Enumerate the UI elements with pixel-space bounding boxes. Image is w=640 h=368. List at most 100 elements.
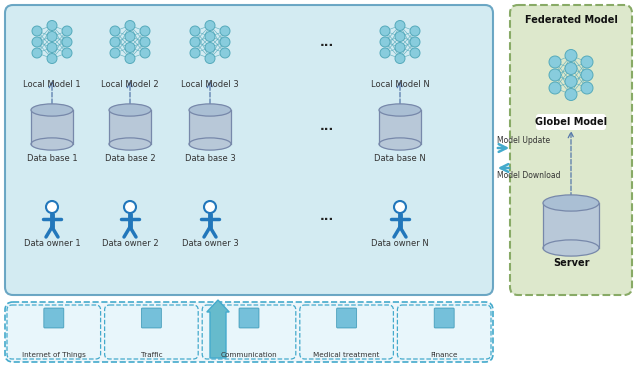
- Circle shape: [205, 21, 215, 31]
- Circle shape: [140, 37, 150, 47]
- Circle shape: [410, 37, 420, 47]
- Text: Traffic: Traffic: [141, 352, 162, 358]
- Text: Model Download: Model Download: [497, 171, 561, 180]
- Ellipse shape: [379, 138, 421, 150]
- Ellipse shape: [543, 240, 599, 256]
- Circle shape: [220, 26, 230, 36]
- Text: Data base N: Data base N: [374, 154, 426, 163]
- FancyBboxPatch shape: [397, 305, 491, 359]
- Polygon shape: [31, 110, 73, 144]
- Circle shape: [565, 63, 577, 74]
- Text: Federated Model: Federated Model: [525, 15, 618, 25]
- Circle shape: [190, 48, 200, 58]
- Text: Globel Model: Globel Model: [535, 117, 607, 127]
- Text: Local Model N: Local Model N: [371, 80, 429, 89]
- Circle shape: [565, 75, 577, 88]
- Circle shape: [32, 37, 42, 47]
- Circle shape: [395, 53, 405, 64]
- FancyBboxPatch shape: [300, 305, 394, 359]
- Text: Finance: Finance: [431, 352, 458, 358]
- Text: ...: ...: [320, 210, 334, 223]
- Circle shape: [220, 48, 230, 58]
- Circle shape: [124, 201, 136, 213]
- FancyBboxPatch shape: [7, 305, 100, 359]
- Circle shape: [125, 42, 135, 53]
- Polygon shape: [109, 110, 151, 144]
- Circle shape: [32, 48, 42, 58]
- Circle shape: [380, 26, 390, 36]
- FancyBboxPatch shape: [104, 305, 198, 359]
- FancyBboxPatch shape: [536, 114, 606, 130]
- Circle shape: [395, 42, 405, 53]
- Circle shape: [549, 69, 561, 81]
- Circle shape: [395, 32, 405, 42]
- Circle shape: [394, 201, 406, 213]
- Polygon shape: [189, 110, 231, 144]
- FancyBboxPatch shape: [239, 308, 259, 328]
- Circle shape: [395, 21, 405, 31]
- Circle shape: [125, 32, 135, 42]
- FancyBboxPatch shape: [141, 308, 161, 328]
- Ellipse shape: [543, 195, 599, 211]
- Polygon shape: [379, 110, 421, 144]
- Text: Data owner 1: Data owner 1: [24, 239, 80, 248]
- Circle shape: [581, 56, 593, 68]
- Circle shape: [410, 26, 420, 36]
- Circle shape: [62, 48, 72, 58]
- Circle shape: [47, 32, 57, 42]
- Text: Data owner 2: Data owner 2: [102, 239, 158, 248]
- Polygon shape: [543, 203, 599, 248]
- Text: Data base 3: Data base 3: [184, 154, 236, 163]
- Circle shape: [110, 26, 120, 36]
- Circle shape: [32, 26, 42, 36]
- Circle shape: [220, 37, 230, 47]
- Polygon shape: [207, 300, 229, 358]
- Circle shape: [380, 37, 390, 47]
- Text: Medical treatment: Medical treatment: [314, 352, 380, 358]
- Text: ...: ...: [320, 35, 334, 49]
- Circle shape: [110, 37, 120, 47]
- Circle shape: [565, 88, 577, 100]
- Text: Local Model 2: Local Model 2: [101, 80, 159, 89]
- Ellipse shape: [379, 104, 421, 116]
- Ellipse shape: [109, 104, 151, 116]
- Text: Model Update: Model Update: [497, 136, 550, 145]
- Ellipse shape: [109, 138, 151, 150]
- Circle shape: [205, 42, 215, 53]
- FancyBboxPatch shape: [5, 5, 493, 295]
- Ellipse shape: [31, 104, 73, 116]
- Circle shape: [549, 82, 561, 94]
- Text: Internet of Things: Internet of Things: [22, 352, 86, 358]
- Circle shape: [565, 50, 577, 61]
- Text: Local Model 1: Local Model 1: [23, 80, 81, 89]
- Circle shape: [581, 69, 593, 81]
- Circle shape: [190, 37, 200, 47]
- FancyBboxPatch shape: [44, 308, 64, 328]
- Circle shape: [205, 32, 215, 42]
- FancyBboxPatch shape: [202, 305, 296, 359]
- Circle shape: [125, 53, 135, 64]
- Ellipse shape: [189, 104, 231, 116]
- Circle shape: [125, 21, 135, 31]
- Text: Data base 2: Data base 2: [105, 154, 156, 163]
- Circle shape: [380, 48, 390, 58]
- Text: Data owner 3: Data owner 3: [182, 239, 238, 248]
- Circle shape: [204, 201, 216, 213]
- Text: Local Model 3: Local Model 3: [181, 80, 239, 89]
- Text: Server: Server: [553, 258, 589, 268]
- Circle shape: [190, 26, 200, 36]
- FancyBboxPatch shape: [510, 5, 632, 295]
- Circle shape: [140, 26, 150, 36]
- FancyBboxPatch shape: [337, 308, 356, 328]
- Circle shape: [581, 82, 593, 94]
- Circle shape: [205, 53, 215, 64]
- Ellipse shape: [31, 138, 73, 150]
- FancyBboxPatch shape: [5, 302, 493, 362]
- Circle shape: [47, 42, 57, 53]
- Text: Data base 1: Data base 1: [27, 154, 77, 163]
- Circle shape: [46, 201, 58, 213]
- FancyBboxPatch shape: [434, 308, 454, 328]
- Circle shape: [140, 48, 150, 58]
- Circle shape: [410, 48, 420, 58]
- Text: ...: ...: [320, 120, 334, 134]
